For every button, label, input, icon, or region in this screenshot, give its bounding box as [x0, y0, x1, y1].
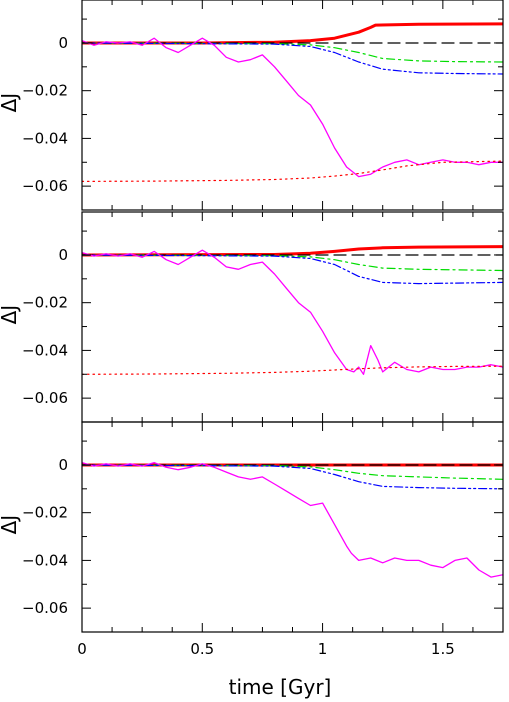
panel-3: 0 −0.02 −0.04 −0.06 ΔJ 0 0.5 1 1.5	[0, 421, 504, 658]
series-line-dashdot	[82, 254, 503, 272]
series-line-dashdot	[82, 464, 503, 480]
x-tick-label: 0.5	[190, 640, 214, 658]
series-line-thick	[82, 22, 503, 45]
y-tick-label: −0.02	[22, 294, 68, 312]
x-tick-label: 1	[318, 640, 328, 658]
series-line-solid	[82, 249, 503, 375]
y-tick-label: −0.04	[22, 129, 68, 147]
series-line-solid	[82, 461, 503, 578]
series-line-dashdotdot	[82, 42, 503, 75]
panel-1: 0 −0.02 −0.04 −0.06 ΔJ	[0, 0, 504, 211]
y-tick-label: −0.06	[22, 599, 68, 617]
series-line-solid	[82, 37, 503, 178]
x-tick-label: 1.5	[431, 640, 455, 658]
y-tick-label: −0.04	[22, 341, 68, 359]
y-tick-label: 0	[58, 246, 68, 264]
y-tick-label: −0.02	[22, 504, 68, 522]
plot-frame	[81, 421, 504, 633]
plot-frame	[81, 211, 504, 423]
x-axis-label: time [Gyr]	[229, 675, 332, 699]
series-line-dashdotdot	[82, 254, 503, 285]
series-group	[82, 245, 503, 375]
y-axis-label: ΔJ	[0, 305, 21, 325]
series-group	[82, 461, 503, 578]
series-line-dotted	[82, 160, 503, 182]
series-line-dashdot	[82, 42, 503, 63]
y-tick-label: −0.06	[22, 177, 68, 195]
y-tick-label: 0	[58, 456, 68, 474]
series-group	[82, 22, 503, 182]
y-tick-label: −0.02	[22, 82, 68, 100]
x-tick-label: 0	[77, 640, 87, 658]
y-axis-label: ΔJ	[0, 515, 21, 535]
y-tick-label: 0	[58, 34, 68, 52]
y-axis-label: ΔJ	[0, 93, 21, 113]
y-tick-label: −0.04	[22, 551, 68, 569]
series-line-dashdotdot	[82, 464, 503, 490]
x-axis-title: time [Gyr]	[229, 675, 332, 699]
series-line-dotted	[82, 365, 503, 375]
series-line-thick	[82, 245, 503, 257]
panels: 0 −0.02 −0.04 −0.06 ΔJ 0 −0.02 −0.04 −0.06 ΔJ 0 −0.…	[0, 0, 504, 658]
y-tick-label: −0.06	[22, 389, 68, 407]
panel-2: 0 −0.02 −0.04 −0.06 ΔJ	[0, 211, 504, 423]
